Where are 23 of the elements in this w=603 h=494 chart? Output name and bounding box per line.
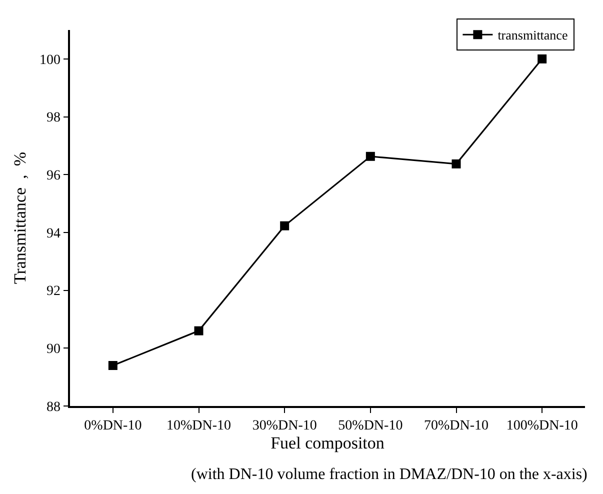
- y-tick-label: 100: [39, 52, 60, 68]
- text: (with DN-10 volume fraction in DMAZ/DN-10 on the x-axis): [191, 466, 588, 483]
- y-tick-label: 92: [46, 284, 60, 300]
- y-tick-label: 96: [46, 168, 60, 184]
- legend-label: transmittance: [498, 28, 568, 43]
- point: [366, 152, 375, 161]
- x-axis-title: Fuel compositon: [270, 434, 385, 453]
- y-tick-label: 98: [46, 110, 60, 126]
- x-tick-label: 0%DN-10: [84, 418, 142, 434]
- point: [452, 159, 461, 168]
- point: [194, 326, 204, 336]
- x-tick-label: 100%DN-10: [506, 418, 578, 434]
- x-tick-label: 30%DN-10: [252, 418, 317, 434]
- point: [538, 54, 547, 64]
- y-tick-label: 94: [46, 226, 60, 242]
- point: [280, 221, 290, 230]
- x-tick-label: 50%DN-10: [338, 418, 403, 434]
- y-axis-title: Transmittance , %: [10, 152, 30, 284]
- y-tick-label: 88: [46, 400, 60, 415]
- x-tick-label: 10%DN-10: [166, 418, 232, 434]
- y-tick-label: 90: [46, 342, 60, 358]
- point: [108, 361, 118, 370]
- x-tick-label: 70%DN-10: [424, 418, 489, 434]
